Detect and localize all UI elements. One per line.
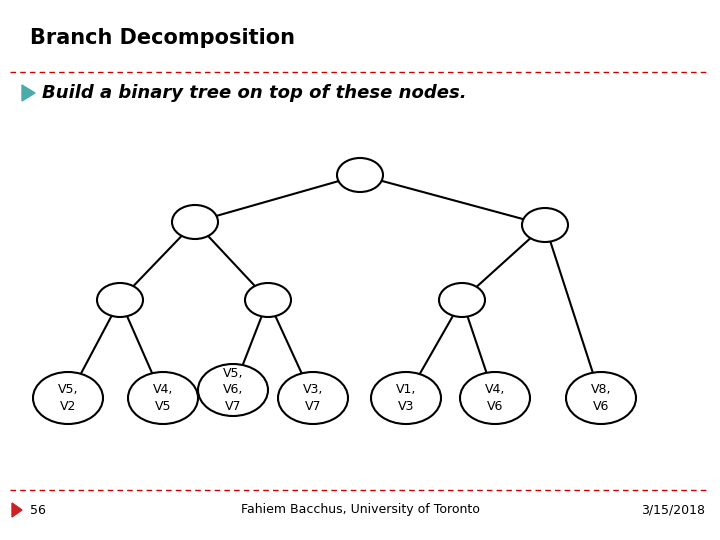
Text: V4,
V6: V4, V6 [485,383,505,413]
Ellipse shape [566,372,636,424]
Ellipse shape [278,372,348,424]
Ellipse shape [172,205,218,239]
Ellipse shape [522,208,568,242]
Text: V4,
V5: V4, V5 [153,383,174,413]
Text: 3/15/2018: 3/15/2018 [641,503,705,516]
Ellipse shape [33,372,103,424]
Text: Build a binary tree on top of these nodes.: Build a binary tree on top of these node… [42,84,467,102]
Ellipse shape [371,372,441,424]
Polygon shape [22,85,35,101]
Ellipse shape [245,283,291,317]
Text: V5,
V6,
V7: V5, V6, V7 [222,368,243,413]
Text: Branch Decomposition: Branch Decomposition [30,28,295,48]
Text: V3,
V7: V3, V7 [303,383,323,413]
Ellipse shape [97,283,143,317]
Ellipse shape [460,372,530,424]
Text: V8,
V6: V8, V6 [590,383,611,413]
Text: V5,
V2: V5, V2 [58,383,78,413]
Text: Fahiem Bacchus, University of Toronto: Fahiem Bacchus, University of Toronto [240,503,480,516]
Ellipse shape [128,372,198,424]
Polygon shape [12,503,22,517]
Ellipse shape [198,364,268,416]
Ellipse shape [439,283,485,317]
Ellipse shape [337,158,383,192]
Text: V1,
V3: V1, V3 [396,383,416,413]
Text: 56: 56 [30,503,46,516]
